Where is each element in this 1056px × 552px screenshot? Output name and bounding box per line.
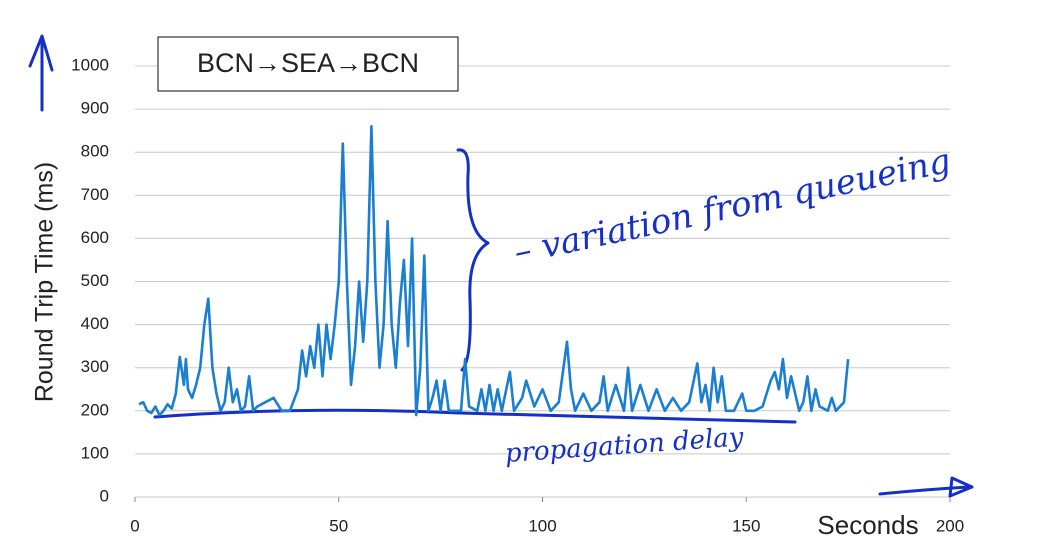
y-tick-label: 300 — [81, 357, 109, 376]
y-axis-label: Round Trip Time (ms) — [31, 162, 59, 402]
brace — [456, 148, 490, 372]
plot — [138, 125, 850, 417]
y-tick-label: 1000 — [71, 55, 109, 74]
x-arrow — [878, 476, 974, 498]
y-tick-label: 200 — [81, 400, 109, 419]
x-axis-label: Seconds — [817, 510, 918, 540]
y-tick-label: 600 — [81, 228, 109, 247]
x-tick-label: 50 — [329, 516, 348, 535]
data-line — [138, 125, 850, 417]
x-tick-label: 150 — [732, 516, 760, 535]
chart-title: BCN→SEA→BCN — [197, 48, 419, 78]
y-tick-label: 400 — [81, 314, 109, 333]
y-tick-label: 500 — [81, 271, 109, 290]
grid: 0 100 200 300 400 500 600 700 800 900 1000 0 50 100 15… — [71, 55, 964, 535]
y-tick-label: 700 — [81, 185, 109, 204]
x-tick-label: 200 — [936, 516, 964, 535]
y-tick-label: 100 — [81, 443, 109, 462]
x-tick-label: 100 — [528, 516, 556, 535]
x-tick-label: 0 — [130, 516, 139, 535]
y-tick-label: 900 — [81, 99, 109, 118]
y-tick-label: 800 — [81, 142, 109, 161]
y-arrow — [28, 34, 54, 112]
propagation-line — [153, 408, 797, 424]
y-tick-label: 0 — [100, 486, 109, 505]
title-box — [157, 36, 459, 92]
